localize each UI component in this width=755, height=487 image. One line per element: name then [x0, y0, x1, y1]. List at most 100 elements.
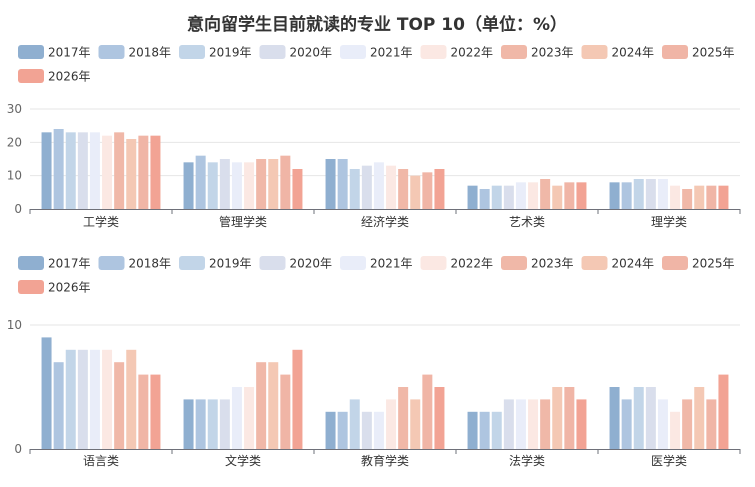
bar-2-3-5	[373, 411, 384, 449]
bar-2-5-2	[621, 399, 632, 449]
bar-2-1-2	[53, 362, 64, 449]
bar-1-2-4	[219, 159, 230, 209]
bar-2-3-3	[349, 399, 360, 449]
legend-swatch-1-6	[420, 45, 447, 59]
bar-2-3-4	[361, 411, 372, 449]
bar-1-1-8	[126, 139, 137, 209]
bar-1-4-1	[467, 185, 478, 209]
x-category-label-1-1: 工学类	[83, 214, 119, 229]
bar-2-4-5	[515, 399, 526, 449]
bar-1-4-2	[479, 189, 490, 209]
bar-2-5-6	[670, 411, 681, 449]
legend-swatch-1-2	[98, 45, 125, 59]
bar-1-2-2	[195, 155, 206, 209]
bar-1-4-4	[503, 185, 514, 209]
bar-2-3-8	[410, 399, 421, 449]
bar-2-3-6	[386, 399, 397, 449]
legend-swatch-2-5	[340, 256, 366, 270]
bar-2-4-1	[467, 411, 478, 449]
bar-2-1-6	[102, 349, 113, 449]
bar-2-1-8	[126, 349, 137, 449]
bar-2-1-7	[114, 362, 125, 449]
legend-swatch-1-10	[18, 69, 44, 83]
bar-2-4-3	[491, 411, 502, 449]
bar-2-5-1	[609, 387, 620, 449]
bar-2-2-7	[256, 362, 267, 449]
bar-2-4-9	[564, 387, 575, 449]
bar-2-5-8	[694, 387, 705, 449]
bar-2-3-2	[337, 411, 348, 449]
legend-label-1-8: 2024年	[612, 46, 655, 60]
y-tick-label-2-1: 0	[14, 442, 22, 456]
chart-title: 意向留学生目前就读的专业 TOP 10（单位：%）	[187, 14, 567, 35]
bar-2-1-3	[65, 349, 76, 449]
bar-1-1-5	[89, 132, 100, 209]
y-tick-label-1-1: 0	[14, 202, 22, 216]
legend-swatch-2-3	[179, 256, 205, 270]
bar-1-1-7	[114, 132, 125, 209]
bar-2-1-10	[150, 374, 161, 449]
legend-swatch-1-3	[179, 45, 205, 59]
x-category-label-2-1: 语言类	[83, 454, 119, 468]
legend-label-1-9: 2025年	[692, 46, 735, 60]
bar-1-5-10	[718, 185, 729, 209]
legend-swatch-1-7	[501, 45, 527, 59]
bar-1-2-7	[256, 159, 267, 209]
bar-2-1-9	[138, 374, 149, 449]
legend-swatch-2-10	[18, 280, 44, 294]
bar-1-4-3	[491, 185, 502, 209]
legend-swatch-1-4	[259, 45, 286, 59]
x-category-label-1-2: 管理学类	[219, 214, 267, 229]
legend-swatch-1-5	[340, 45, 366, 59]
legend-label-1-7: 2023年	[531, 46, 574, 60]
legend-label-2-2: 2018年	[129, 257, 172, 271]
bar-2-2-4	[219, 399, 230, 449]
bar-1-1-1	[41, 132, 52, 209]
bar-1-1-2	[53, 129, 64, 209]
bar-1-1-3	[65, 132, 76, 209]
bar-2-5-9	[706, 399, 717, 449]
legend-label-2-7: 2023年	[531, 257, 574, 271]
legend-swatch-1-8	[581, 45, 608, 59]
bar-2-5-10	[718, 374, 729, 449]
bar-2-5-5	[657, 399, 668, 449]
legend-swatch-2-9	[662, 256, 688, 270]
legend-label-2-1: 2017年	[48, 257, 91, 271]
legend-label-1-4: 2020年	[290, 46, 333, 60]
bar-2-2-3	[207, 399, 218, 449]
bar-1-4-8	[552, 185, 563, 209]
legend-label-2-9: 2025年	[692, 257, 735, 271]
bar-2-4-8	[552, 387, 563, 449]
bar-1-1-4	[77, 132, 88, 209]
bar-2-2-9	[280, 374, 291, 449]
bar-1-1-10	[150, 135, 161, 209]
legend-label-2-5: 2021年	[370, 257, 413, 271]
x-category-label-2-2: 文学类	[225, 453, 261, 468]
bar-1-4-9	[564, 182, 575, 209]
bar-1-2-8	[268, 159, 279, 209]
bar-2-5-4	[645, 387, 656, 449]
bar-2-4-2	[479, 411, 490, 449]
legend-swatch-2-2	[98, 256, 125, 270]
legend-label-2-3: 2019年	[209, 257, 252, 271]
x-category-label-2-4: 法学类	[509, 453, 545, 468]
bar-2-2-6	[244, 387, 255, 449]
bar-1-4-6	[528, 182, 539, 209]
legend-swatch-2-8	[581, 256, 608, 270]
bar-2-5-7	[682, 399, 693, 449]
x-category-label-1-3: 经济学类	[361, 214, 409, 229]
bar-1-5-9	[706, 185, 717, 209]
legend-label-2-10: 2026年	[48, 281, 91, 295]
bar-1-3-1	[325, 159, 336, 209]
legend-swatch-2-4	[259, 256, 286, 270]
legend-label-1-1: 2017年	[48, 46, 91, 60]
bar-1-2-3	[207, 162, 218, 209]
x-category-label-2-3: 教育学类	[361, 453, 409, 468]
legend-swatch-2-6	[420, 256, 447, 270]
bar-1-3-4	[361, 165, 372, 209]
bar-1-1-6	[102, 135, 113, 209]
bar-1-3-9	[422, 172, 433, 209]
legend-swatch-1-1	[18, 45, 44, 59]
legend-swatch-2-7	[501, 256, 527, 270]
